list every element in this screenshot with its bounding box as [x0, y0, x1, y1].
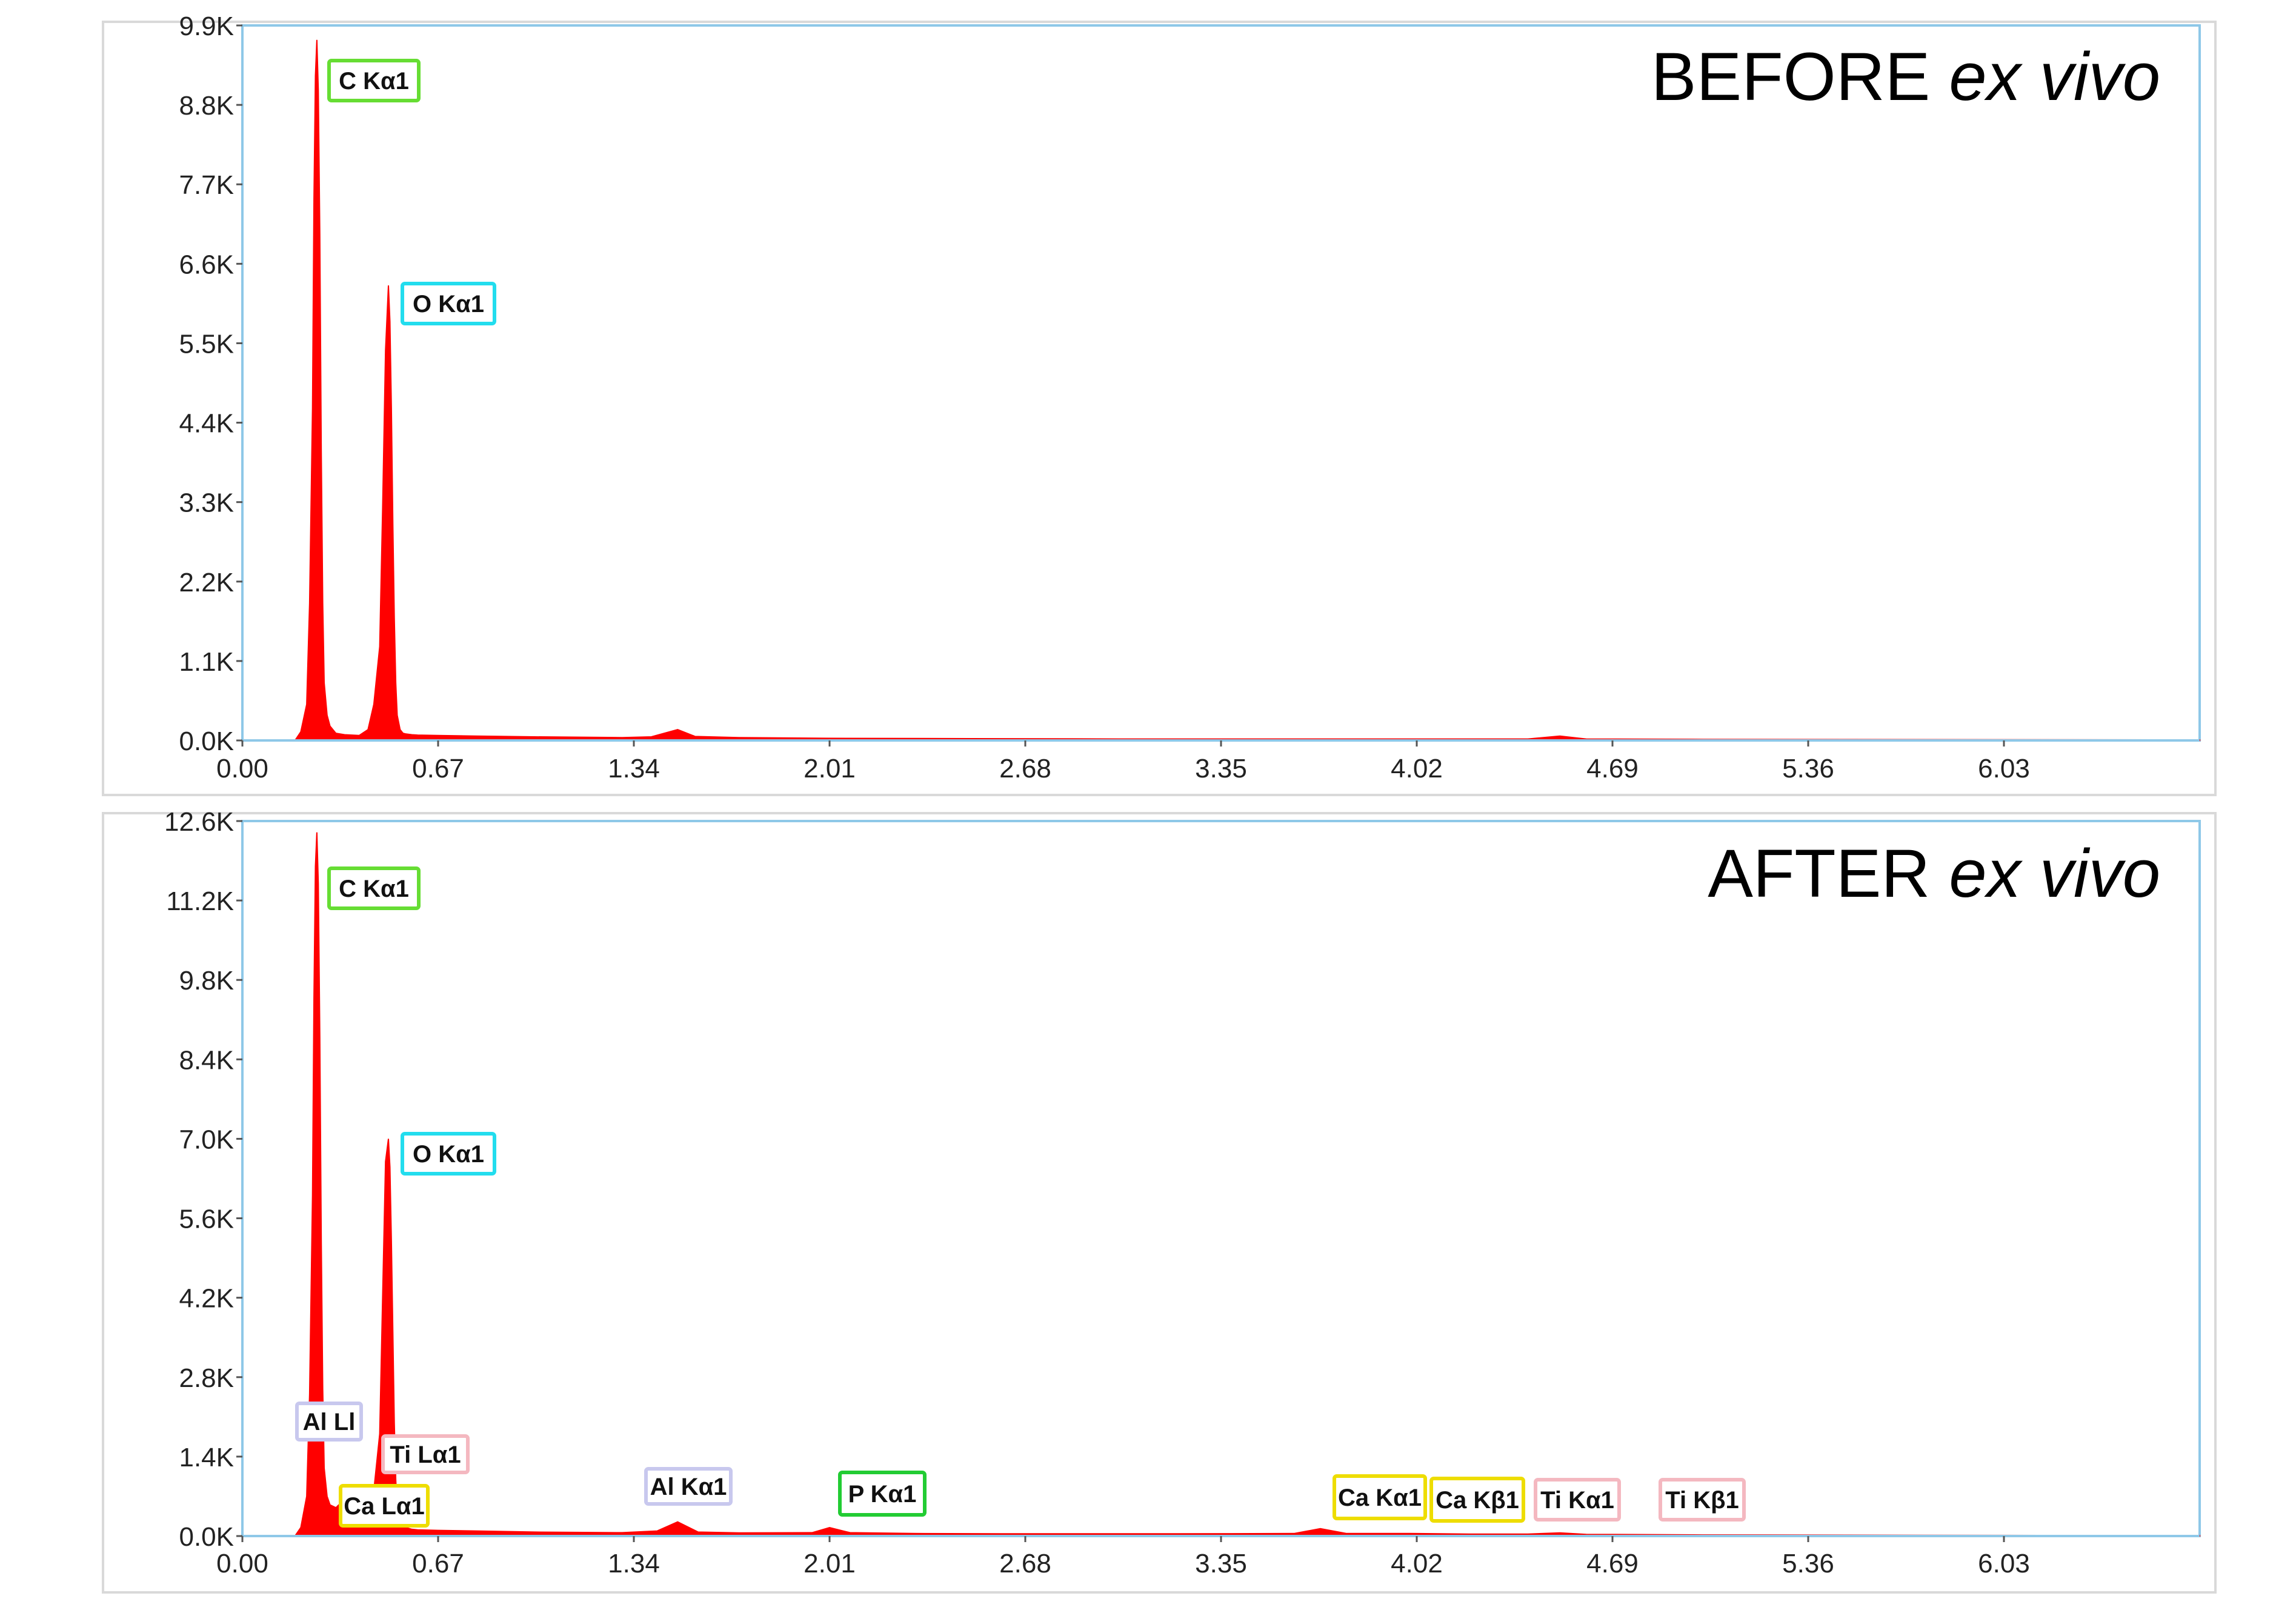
- peak-label-box: [327, 59, 421, 102]
- chart-title: BEFORE ex vivo: [1651, 39, 2160, 115]
- plot-frame: [241, 24, 2201, 742]
- x-tick-label: 1.34: [608, 754, 660, 783]
- peak-label-box: [401, 282, 496, 325]
- x-tick-label: 0.00: [216, 754, 268, 783]
- peak-label-text: Ti Kβ1: [1665, 1487, 1739, 1514]
- peak-label-box: [644, 1467, 733, 1506]
- x-tick-label: 6.03: [1978, 754, 2030, 783]
- x-tick-label: 0.67: [412, 1549, 464, 1578]
- peak-label-box: [1429, 1477, 1525, 1523]
- x-tick-label: 4.69: [1586, 1549, 1639, 1578]
- peak-label-text: Al Ll: [303, 1409, 356, 1435]
- peak-label: Ca Lα1: [339, 1484, 430, 1528]
- y-tick-label: 3.3K: [179, 488, 234, 518]
- peak-label: C Kα1: [327, 866, 421, 910]
- x-tick-label: 1.34: [608, 1549, 660, 1578]
- peak-label-text: C Kα1: [339, 876, 409, 902]
- peak-label-box: [1333, 1474, 1427, 1520]
- peak-label: Al Kα1: [644, 1467, 733, 1506]
- x-tick-label: 4.02: [1391, 754, 1443, 783]
- peak-label: Ti Lα1: [381, 1434, 470, 1474]
- peak-label-box: [1534, 1478, 1621, 1522]
- peak-label-text: O Kα1: [413, 1141, 484, 1168]
- peak-label: P Kα1: [838, 1471, 927, 1517]
- peak-label-text: Ti Lα1: [390, 1442, 461, 1468]
- y-tick-label: 11.2K: [166, 886, 234, 916]
- peak-label-text: P Kα1: [848, 1481, 917, 1508]
- peak-label: O Kα1: [401, 1132, 496, 1176]
- y-tick-label: 2.2K: [179, 568, 234, 597]
- peak-label: O Kα1: [401, 282, 496, 325]
- y-tick-label: 5.6K: [179, 1205, 234, 1234]
- x-tick-label: 3.35: [1195, 1549, 1247, 1578]
- x-tick-label: 2.68: [999, 754, 1051, 783]
- x-tick-label: 2.01: [804, 1549, 856, 1578]
- x-tick-label: 0.67: [412, 754, 464, 783]
- x-tick-label: 4.02: [1391, 1549, 1443, 1578]
- y-tick-label: 5.5K: [179, 329, 234, 359]
- x-tick-label: 5.36: [1782, 754, 1834, 783]
- peak-label: Al Ll: [295, 1402, 363, 1442]
- peak-label-text: Ca Kβ1: [1436, 1487, 1519, 1514]
- peak-label-text: Ti Kα1: [1540, 1487, 1614, 1514]
- x-tick-label: 2.68: [999, 1549, 1051, 1578]
- y-tick-label: 6.6K: [179, 250, 234, 279]
- peak-label: Ti Kα1: [1534, 1478, 1621, 1522]
- y-tick-label: 4.2K: [179, 1284, 234, 1314]
- spectrum-area: [293, 39, 2200, 741]
- x-tick-label: 0.00: [216, 1549, 268, 1578]
- y-tick-label: 12.6K: [164, 807, 234, 837]
- peak-label-text: Ca Kα1: [1338, 1485, 1422, 1511]
- y-tick-label: 4.4K: [179, 409, 234, 439]
- y-tick-label: 8.4K: [179, 1045, 234, 1075]
- peak-label: Ca Kβ1: [1429, 1477, 1525, 1523]
- peak-label-box: [339, 1484, 430, 1528]
- y-tick-label: 1.1K: [179, 647, 234, 677]
- y-tick-label: 8.8K: [179, 91, 234, 121]
- peak-label-box: [327, 866, 421, 910]
- peak-label: Ca Kα1: [1333, 1474, 1427, 1520]
- y-tick-label: 9.8K: [179, 966, 234, 996]
- peak-label: Ti Kβ1: [1659, 1478, 1746, 1522]
- peak-label-text: Ca Lα1: [344, 1493, 425, 1520]
- peak-label-box: [838, 1471, 927, 1517]
- peak-label-text: O Kα1: [413, 291, 484, 318]
- y-tick-label: 7.0K: [179, 1125, 234, 1154]
- peak-label-box: [295, 1402, 363, 1442]
- peak-label-text: Al Kα1: [650, 1474, 727, 1500]
- x-tick-label: 4.69: [1586, 754, 1639, 783]
- chart-after: 0.0K 1.4K 2.8K 4.2K 5.6K 7.0K 8.4K 9.8K 11.2K 12.…: [164, 807, 2201, 1578]
- peak-label-text: C Kα1: [339, 68, 409, 95]
- x-tick-label: 2.01: [804, 754, 856, 783]
- plot-frame: [241, 820, 2201, 1537]
- chart-before: 0.0K 1.1K 2.2K 3.3K 4.4K 5.5K 6.6K 7.7K 8.8K 9.9K…: [179, 12, 2201, 783]
- peak-label-box: [401, 1132, 496, 1176]
- peak-label: C Kα1: [327, 59, 421, 102]
- y-tick-label: 1.4K: [179, 1443, 234, 1472]
- x-tick-label: 5.36: [1782, 1549, 1834, 1578]
- y-tick-label: 0.0K: [179, 727, 234, 756]
- y-tick-label: 2.8K: [179, 1363, 234, 1393]
- peak-label-box: [1659, 1478, 1746, 1522]
- y-tick-label: 7.7K: [179, 170, 234, 200]
- x-tick-label: 6.03: [1978, 1549, 2030, 1578]
- y-tick-label: 0.0K: [179, 1522, 234, 1552]
- y-tick-label: 9.9K: [179, 12, 234, 41]
- peak-label-box: [381, 1434, 470, 1474]
- x-tick-label: 3.35: [1195, 754, 1247, 783]
- chart-title: AFTER ex vivo: [1708, 836, 2160, 911]
